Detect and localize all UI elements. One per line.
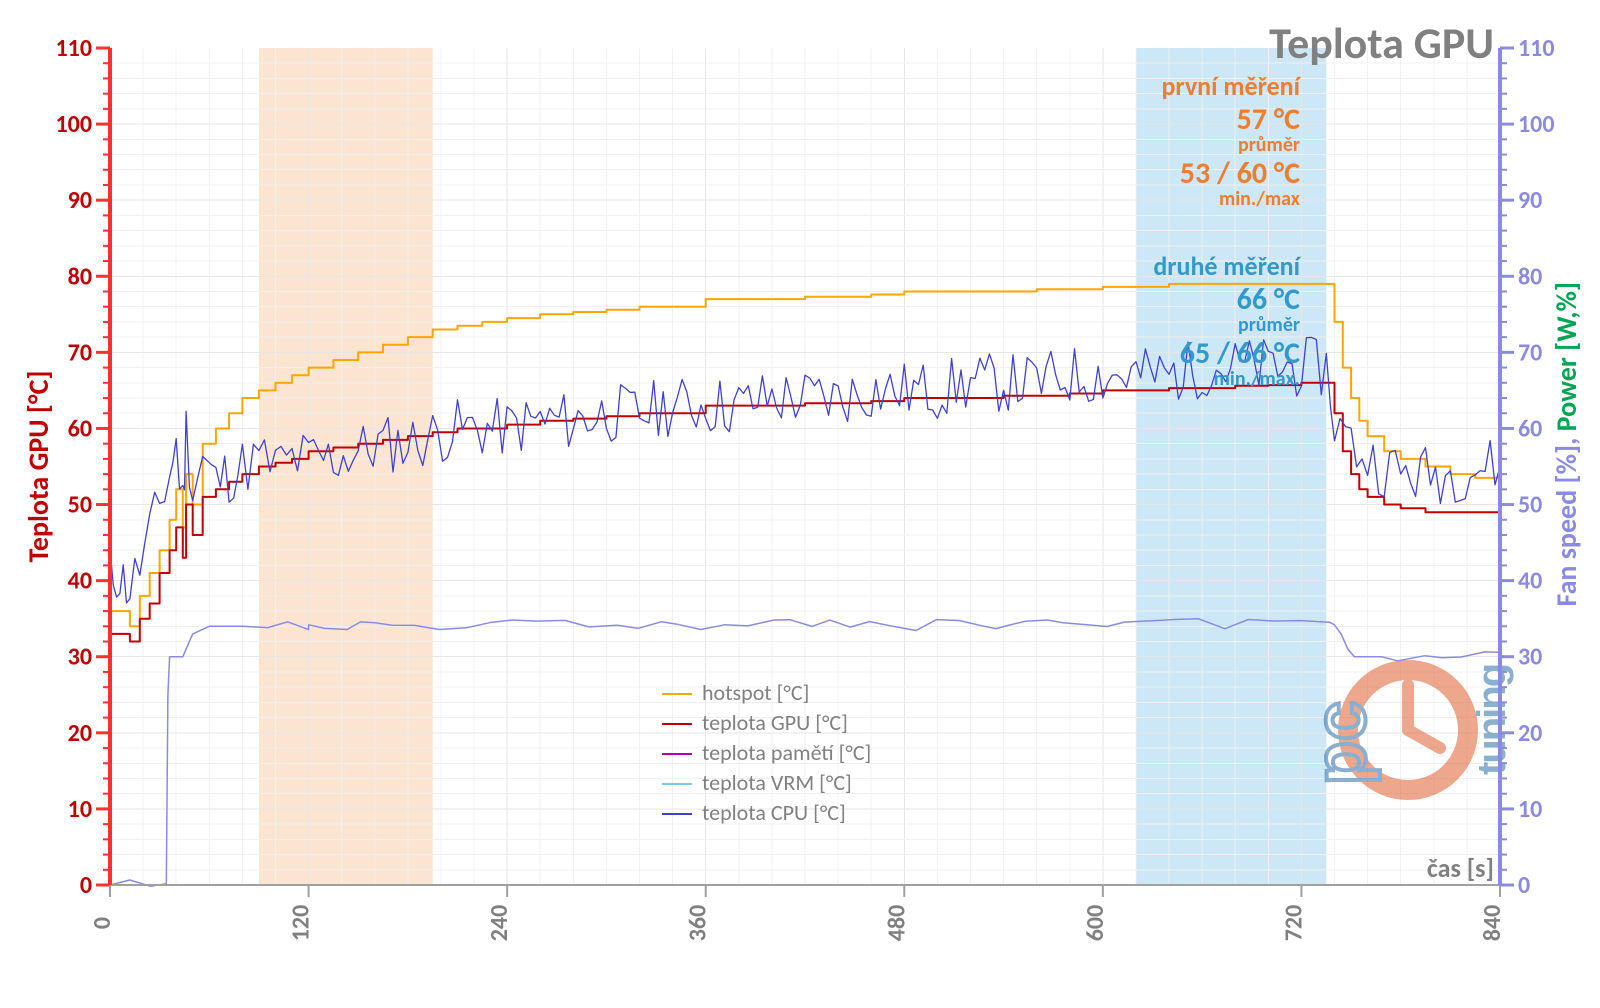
chart-bg: [0, 0, 1600, 1008]
legend-label: teplota CPU [°C]: [702, 799, 846, 826]
ytick-right-label: 110: [1518, 34, 1555, 63]
xtick-label: 840: [1478, 905, 1507, 942]
xtick-label: 120: [287, 905, 316, 942]
ytick-right-label: 100: [1518, 110, 1555, 139]
watermark-pc: pc: [1301, 701, 1381, 785]
ytick-right-label: 50: [1518, 491, 1542, 520]
xtick-label: 600: [1081, 905, 1110, 942]
measurement-1-value-label: průměr: [1238, 133, 1300, 157]
ytick-right-label: 70: [1518, 338, 1542, 367]
ytick-left-label: 0: [80, 871, 92, 900]
xtick-label: 720: [1279, 905, 1308, 942]
ytick-left-label: 40: [68, 567, 92, 596]
ytick-left-label: 70: [68, 338, 92, 367]
ytick-left-label: 110: [56, 34, 93, 63]
ytick-right-label: 80: [1518, 262, 1542, 291]
measurement-1-range-label: min./max: [1219, 187, 1301, 211]
xtick-label: 0: [88, 917, 117, 929]
measurement-2-header: druhé měření: [1153, 250, 1301, 282]
chart-title: Teplota GPU: [1269, 16, 1494, 70]
y-axis-right-label: Fan speed [%], Power [W,%]: [1549, 282, 1584, 606]
ytick-left-label: 60: [68, 414, 92, 443]
ytick-right-label: 40: [1518, 567, 1542, 596]
legend-label: teplota pamětí [°C]: [702, 739, 871, 766]
ytick-right-label: 0: [1518, 871, 1530, 900]
y-axis-left-label: Teplota GPU [°C]: [21, 370, 56, 562]
ytick-left-label: 30: [68, 643, 92, 672]
ytick-right-label: 90: [1518, 186, 1542, 215]
x-axis-label: čas [s]: [1427, 852, 1494, 884]
ytick-left-label: 90: [68, 186, 92, 215]
legend-label: teplota GPU [°C]: [702, 709, 848, 736]
legend-label: teplota VRM [°C]: [702, 769, 852, 796]
ytick-left-label: 100: [56, 110, 93, 139]
highlight-band-0: [259, 48, 433, 885]
ytick-right-label: 30: [1518, 643, 1542, 672]
legend-label: hotspot [°C]: [702, 679, 809, 706]
ytick-left-label: 80: [68, 262, 92, 291]
xtick-label: 360: [684, 905, 713, 942]
measurement-2-range-label: min./max.: [1214, 367, 1300, 391]
ytick-left-label: 50: [68, 491, 92, 520]
watermark-tuning: tuning: [1470, 665, 1514, 775]
xtick-label: 240: [485, 905, 514, 942]
xtick-label: 480: [882, 905, 911, 942]
measurement-2-value-label: průměr: [1238, 313, 1300, 337]
ytick-right-label: 60: [1518, 414, 1542, 443]
ytick-right-label: 10: [1518, 795, 1542, 824]
measurement-1-header: první měření: [1161, 70, 1301, 102]
ytick-right-label: 20: [1518, 719, 1542, 748]
ytick-left-label: 20: [68, 719, 92, 748]
ytick-left-label: 10: [68, 795, 92, 824]
